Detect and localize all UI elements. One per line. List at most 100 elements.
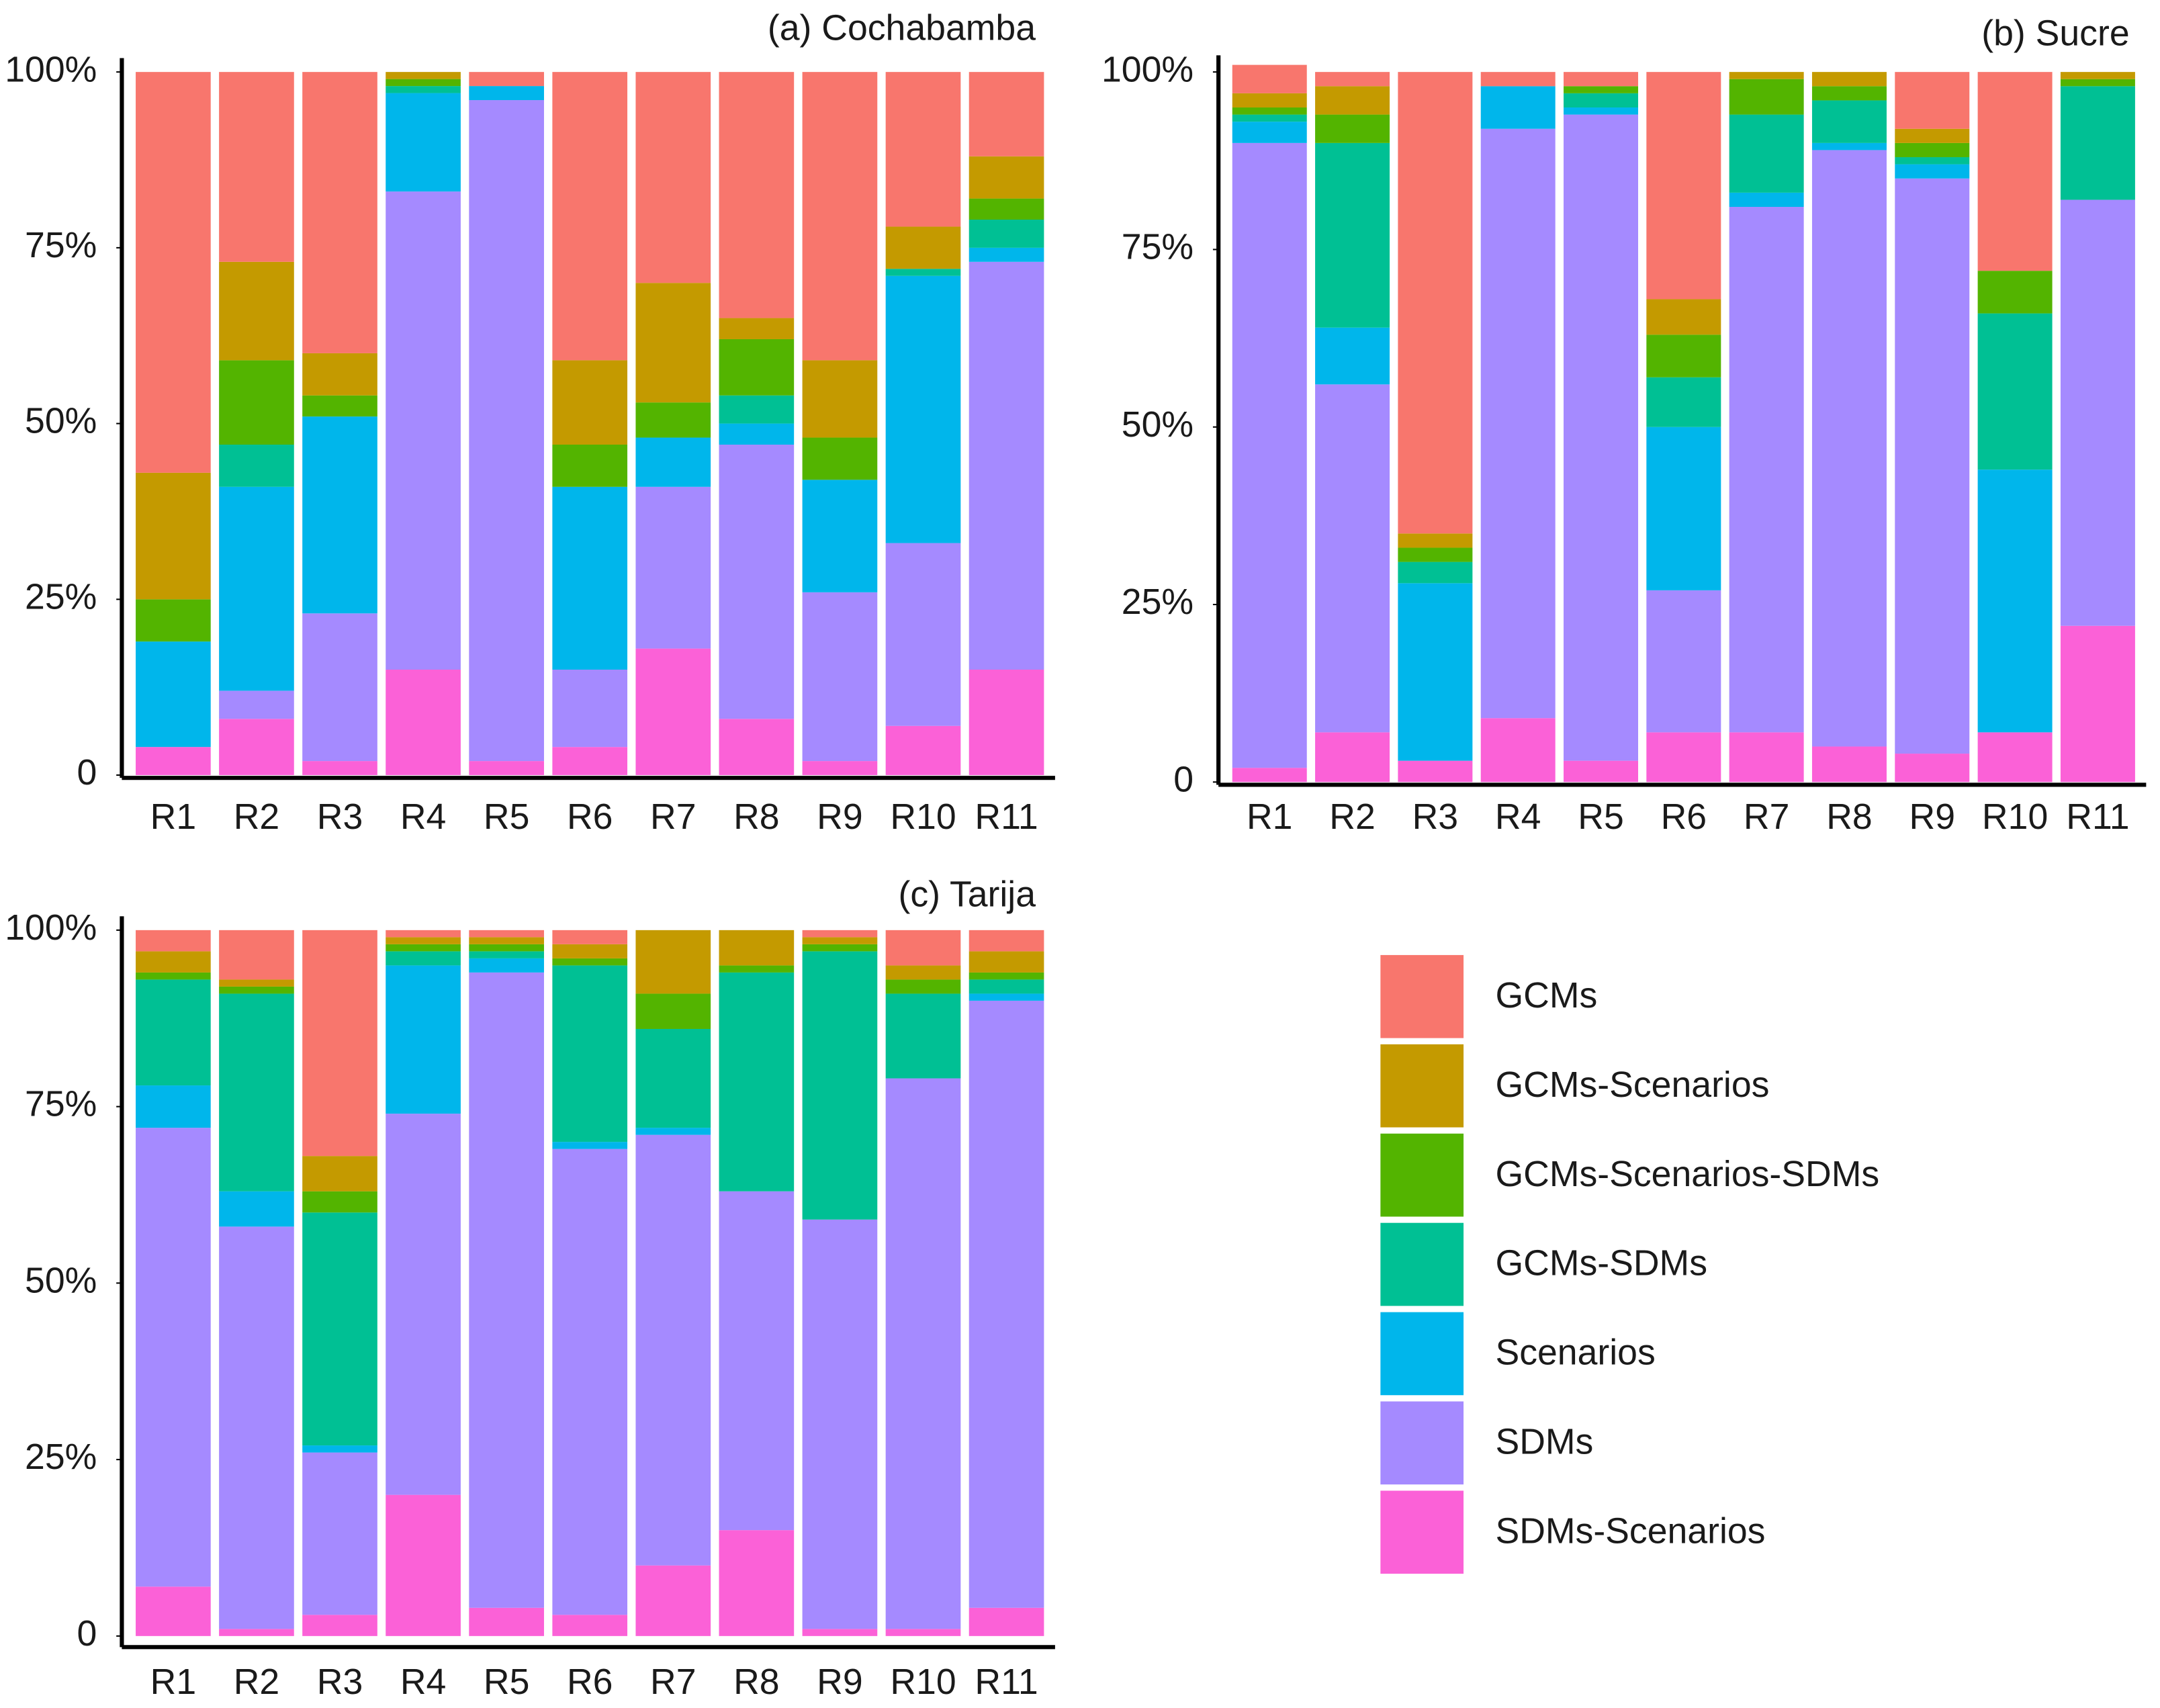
bar-segment	[1895, 164, 1970, 179]
bar-segment	[969, 220, 1044, 248]
bar-segment	[802, 360, 878, 438]
x-tick-label: R4	[1495, 797, 1541, 837]
legend-label: GCMs-SDMs	[1495, 1243, 1707, 1284]
bar-segment	[635, 437, 711, 487]
bar-segment	[219, 261, 294, 361]
bar-segment	[1977, 732, 2053, 782]
bar-segment	[386, 86, 461, 93]
bar-segment	[469, 72, 544, 87]
bar-segment	[1977, 271, 2053, 314]
bar-segment	[1398, 561, 1473, 584]
y-tick-label: 100%	[5, 907, 97, 948]
bar-segment	[302, 353, 377, 396]
bar-segment	[1232, 107, 1307, 115]
bar-segment	[969, 979, 1044, 994]
bar-segment	[386, 944, 461, 952]
bar-segment	[1480, 72, 1556, 87]
bar-segment	[386, 951, 461, 966]
chart-title: (c) Tarija	[899, 874, 1036, 915]
bar-segment	[635, 486, 711, 649]
y-tick-label: 25%	[1122, 582, 1194, 622]
bar-segment	[1895, 178, 1970, 754]
bar-segment	[1729, 72, 1804, 79]
x-tick-label: R11	[2066, 797, 2129, 837]
bar-segment	[2060, 625, 2135, 782]
bar-segment	[219, 72, 294, 262]
bar-segment	[635, 72, 711, 283]
x-tick-label: R7	[650, 1662, 696, 1702]
bar-segment	[802, 592, 878, 762]
bar-segment	[1646, 590, 1721, 733]
bar-segment	[969, 261, 1044, 670]
x-tick-label: R6	[1661, 797, 1707, 837]
bar-segment	[719, 318, 795, 339]
x-tick-label: R9	[817, 1662, 863, 1702]
bar-segment	[1315, 72, 1390, 87]
bar-segment	[386, 72, 461, 79]
bar-segment	[136, 972, 211, 980]
bar-segment	[1977, 72, 2053, 271]
bar-segment	[136, 1128, 211, 1587]
legend-swatch	[1380, 1044, 1464, 1128]
legend-swatch	[1380, 1222, 1464, 1306]
bar-segment	[136, 951, 211, 973]
x-tick-label: R5	[484, 1662, 530, 1702]
bar-segment	[2060, 79, 2135, 87]
x-tick-label: R2	[1329, 797, 1376, 837]
bar-segment	[469, 937, 544, 944]
bar-segment	[136, 1085, 211, 1128]
y-tick-label: 75%	[1122, 227, 1194, 267]
bar-segment	[1811, 150, 1887, 747]
bar-segment	[969, 993, 1044, 1001]
bar-segment	[386, 1494, 461, 1636]
bar-segment	[802, 480, 878, 592]
bar-segment	[302, 1445, 377, 1453]
bar-segment	[1646, 426, 1721, 590]
bar-segment	[719, 72, 795, 318]
bar-segment	[552, 670, 628, 748]
bar-segment	[386, 79, 461, 87]
bar-segment	[802, 72, 878, 361]
bar-segment	[802, 930, 878, 938]
bar-segment	[969, 1607, 1044, 1636]
bar-segment	[885, 725, 961, 776]
legend-swatch	[1380, 1133, 1464, 1217]
legend-label: GCMs-Scenarios-SDMs	[1495, 1154, 1879, 1194]
bar-segment	[1977, 313, 2053, 470]
bar-segment	[219, 930, 294, 980]
bar-segment	[635, 1128, 711, 1135]
bar-segment	[1895, 157, 1970, 165]
bar-segment	[1398, 547, 1473, 562]
bar-segment	[1232, 93, 1307, 108]
bar-segment	[1646, 334, 1721, 377]
bar-segment	[1729, 79, 1804, 115]
bar-segment	[1315, 114, 1390, 143]
bar-segment	[552, 486, 628, 670]
bar-segment	[386, 937, 461, 944]
bar-segment	[1646, 72, 1721, 300]
legend-swatch	[1380, 1490, 1464, 1574]
bar-segment	[1811, 746, 1887, 782]
bar-segment	[386, 930, 461, 938]
bar-segment	[1232, 64, 1307, 93]
bar-segment	[1398, 583, 1473, 761]
bar-segment	[1232, 142, 1307, 768]
bar-segment	[219, 719, 294, 776]
bar-segment	[469, 944, 544, 952]
x-tick-label: R10	[890, 1662, 956, 1702]
bar-segment	[1315, 86, 1390, 115]
y-tick-label: 0	[1173, 760, 1194, 800]
bar-segment	[2060, 199, 2135, 626]
bar-segment	[1564, 86, 1639, 93]
bar-segment	[302, 72, 377, 353]
bar-segment	[1315, 327, 1390, 385]
bar-segment	[719, 339, 795, 396]
legend-swatch	[1380, 1401, 1464, 1485]
bar-segment	[1480, 86, 1556, 129]
legend-swatch	[1380, 954, 1464, 1038]
bar-segment	[635, 283, 711, 403]
bar-segment	[719, 395, 795, 424]
x-tick-label: R11	[975, 1662, 1038, 1702]
bar-segment	[219, 993, 294, 1192]
